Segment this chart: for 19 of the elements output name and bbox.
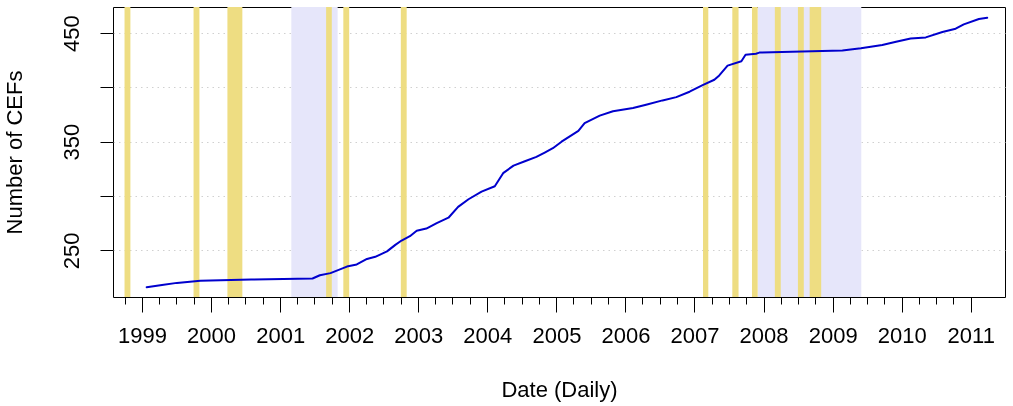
y-tick-label: 350	[58, 123, 84, 161]
x-tick-label: 1999	[117, 322, 167, 348]
line-series	[145, 16, 989, 289]
y-tick-label: 450	[58, 15, 84, 52]
x-tick-label: 2002	[325, 322, 375, 348]
x-tick-label: 2004	[463, 322, 513, 348]
x-tick-label: 2011	[947, 322, 995, 348]
x-tick-label: 2009	[808, 322, 858, 348]
x-tick-label: 2008	[739, 322, 789, 348]
x-tick-label: 2010	[877, 322, 927, 348]
x-tick-label: 2006	[601, 322, 651, 348]
x-tick-label: 2003	[394, 322, 444, 348]
x-tick-label: 2000	[186, 322, 236, 348]
y-axis-title: Number of CEFs	[1, 70, 27, 235]
x-tick-label: 2001	[256, 322, 306, 348]
y-tick-label: 250	[58, 232, 84, 270]
x-tick-label: 2007	[670, 322, 720, 348]
x-tick-label: 2005	[532, 322, 582, 348]
x-axis-title: Date (Daily)	[501, 376, 618, 402]
